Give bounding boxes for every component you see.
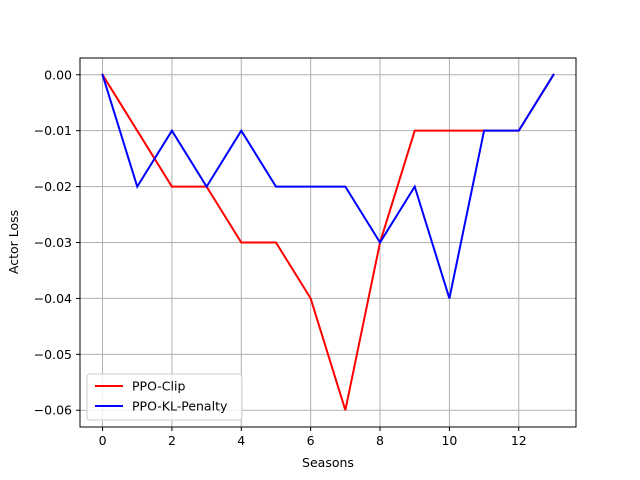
y-tick-label: −0.04 [34, 291, 72, 306]
x-tick-label: 0 [99, 433, 107, 448]
x-tick-label: 10 [441, 433, 457, 448]
y-tick-label: −0.01 [34, 123, 72, 138]
x-tick-label: 2 [168, 433, 176, 448]
series-line-ppo-clip [101, 73, 555, 411]
y-tick-label: −0.05 [34, 347, 72, 362]
y-axis-title: Actor Loss [6, 210, 21, 274]
legend: PPO-Clip PPO-KL-Penalty [86, 373, 243, 421]
legend-label: PPO-Clip [132, 379, 185, 394]
x-tick-label: 4 [237, 433, 245, 448]
y-tick-label: 0.00 [44, 67, 72, 82]
series-lines [101, 73, 555, 411]
y-tick-label: −0.02 [34, 179, 72, 194]
legend-box [86, 373, 243, 421]
series-line-ppo-kl-penalty [101, 73, 555, 299]
axis-ticks: 0 2 4 6 8 10 12 0.00 −0.01 −0.02 −0.03 −0.04 −0.05 −0… [34, 67, 527, 448]
x-tick-label: 6 [307, 433, 315, 448]
x-axis-title: Seasons [302, 455, 354, 470]
x-tick-label: 8 [376, 433, 384, 448]
y-tick-label: −0.06 [34, 403, 72, 418]
y-tick-label: −0.03 [34, 235, 72, 250]
legend-label: PPO-KL-Penalty [132, 399, 228, 414]
x-tick-label: 12 [511, 433, 527, 448]
